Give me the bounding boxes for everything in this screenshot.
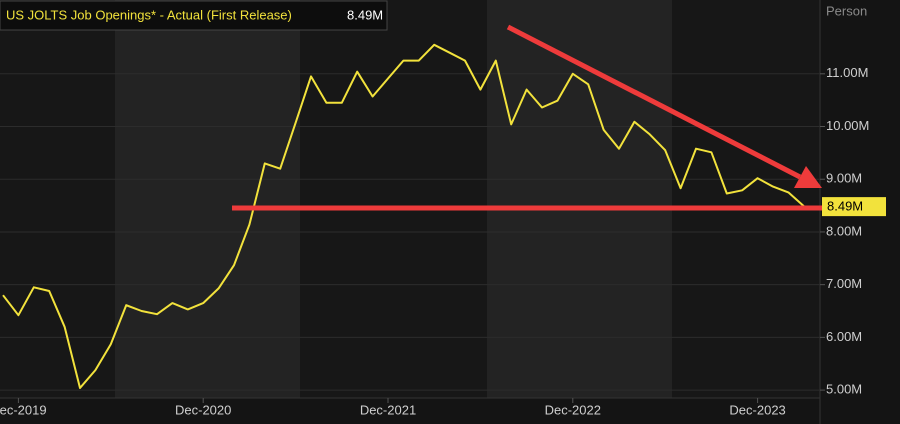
last-value-label: 8.49M <box>827 199 863 214</box>
x-tick-label: Dec-2022 <box>545 402 601 417</box>
band <box>672 0 820 398</box>
x-tick-label: Dec-2020 <box>175 402 231 417</box>
marks <box>2 43 805 389</box>
annotation-arrow <box>506 24 802 180</box>
title-value: 8.49M <box>347 7 383 22</box>
title-box <box>0 0 388 31</box>
y-tick-label: 10.00M <box>826 118 869 133</box>
axis: 5.00M 6.00M 7.00M 8.00M 9.00M 10.00M 11.00M Dec… <box>0 65 886 417</box>
band <box>115 0 300 398</box>
last-value-box <box>822 197 886 217</box>
y-tick-label: 9.00M <box>826 171 862 186</box>
y-tick-label: 6.00M <box>826 329 862 344</box>
y-tick-label: 8.00M <box>826 223 862 238</box>
band <box>487 0 672 398</box>
x-tick-label: Dec-2019 <box>0 402 47 417</box>
data-line <box>2 43 805 389</box>
y-tick-label: 7.00M <box>826 276 862 291</box>
band <box>0 0 115 398</box>
y-tick-label: 11.00M <box>826 65 868 80</box>
chart-title: US JOLTS Job Openings* - Actual (First R… <box>6 7 292 22</box>
y-tick-label: 5.00M <box>826 382 862 397</box>
x-tick-label: Dec-2023 <box>729 402 785 417</box>
x-tick-label: Dec-2021 <box>360 402 416 417</box>
band <box>300 0 487 398</box>
arrow-head <box>794 166 822 188</box>
y-axis-label: Person <box>826 3 867 18</box>
